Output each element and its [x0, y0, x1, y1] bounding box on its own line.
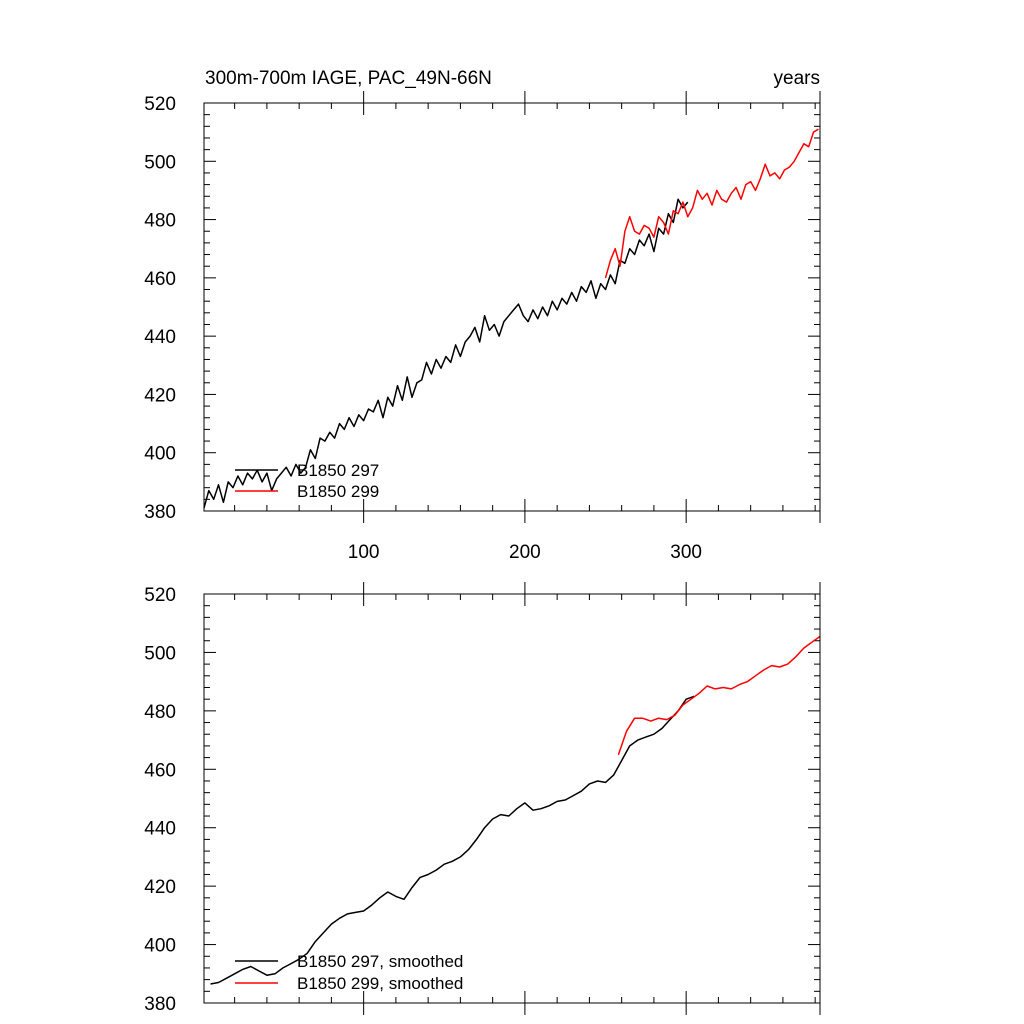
y-tick-labels: 380 400 420 440 460 480 500 520: [144, 585, 176, 1015]
legend-label-black: B1850 297, smoothed: [297, 952, 463, 971]
plot-frame: [203, 593, 821, 1004]
series-line-b1850-297: [203, 198, 689, 509]
y-tick-label: 500: [144, 643, 176, 664]
x-tick-label: 200: [509, 542, 541, 563]
y-tick-label: 420: [144, 385, 176, 406]
y-tick-label: 480: [144, 211, 176, 232]
y-tick-label: 460: [144, 269, 176, 290]
y-tick-label: 400: [144, 444, 176, 465]
legend-label-black: B1850 297: [297, 461, 379, 480]
raw-panel: 300m-700m IAGE, PAC_49N-66N years 380 400…: [144, 68, 821, 563]
x-tick-label: 100: [348, 542, 380, 563]
legend: B1850 297, smoothed B1850 299, smoothed: [235, 952, 463, 993]
y-tick-label: 380: [144, 502, 176, 523]
y-tick-labels: 380 400 420 440 460 480 500 520: [144, 94, 176, 523]
legend: B1850 297 B1850 299: [235, 461, 379, 501]
y-tick-label: 460: [144, 760, 176, 781]
y-tick-label: 400: [144, 936, 176, 957]
chart-title-left: 300m-700m IAGE, PAC_49N-66N: [205, 68, 492, 89]
series-lines: [210, 635, 821, 985]
series-line-b1850-299: [604, 128, 819, 279]
series-line-b1850-299-smoothed: [617, 635, 821, 755]
legend-label-red: B1850 299, smoothed: [297, 974, 463, 993]
plot-frame: [203, 102, 821, 512]
y-tick-label: 380: [144, 994, 176, 1015]
y-tick-label: 480: [144, 702, 176, 723]
y-tick-label: 420: [144, 877, 176, 898]
y-tick-label: 520: [144, 94, 176, 115]
smoothed-panel: 380 400 420 440 460 480 500 520 B1850 297, smoo…: [144, 582, 821, 1015]
legend-label-red: B1850 299: [297, 482, 379, 501]
y-tick-label: 500: [144, 152, 176, 173]
y-tick-label: 440: [144, 327, 176, 348]
x-tick-labels: 100 200 300: [348, 542, 702, 563]
y-tick-label: 520: [144, 585, 176, 606]
tick-marks: [204, 582, 821, 1015]
series-line-b1850-297-smoothed: [210, 695, 695, 985]
x-tick-label: 300: [670, 542, 702, 563]
chart-title-right: years: [774, 68, 820, 89]
y-tick-label: 440: [144, 819, 176, 840]
tick-marks: [204, 91, 821, 523]
series-lines: [203, 128, 819, 509]
